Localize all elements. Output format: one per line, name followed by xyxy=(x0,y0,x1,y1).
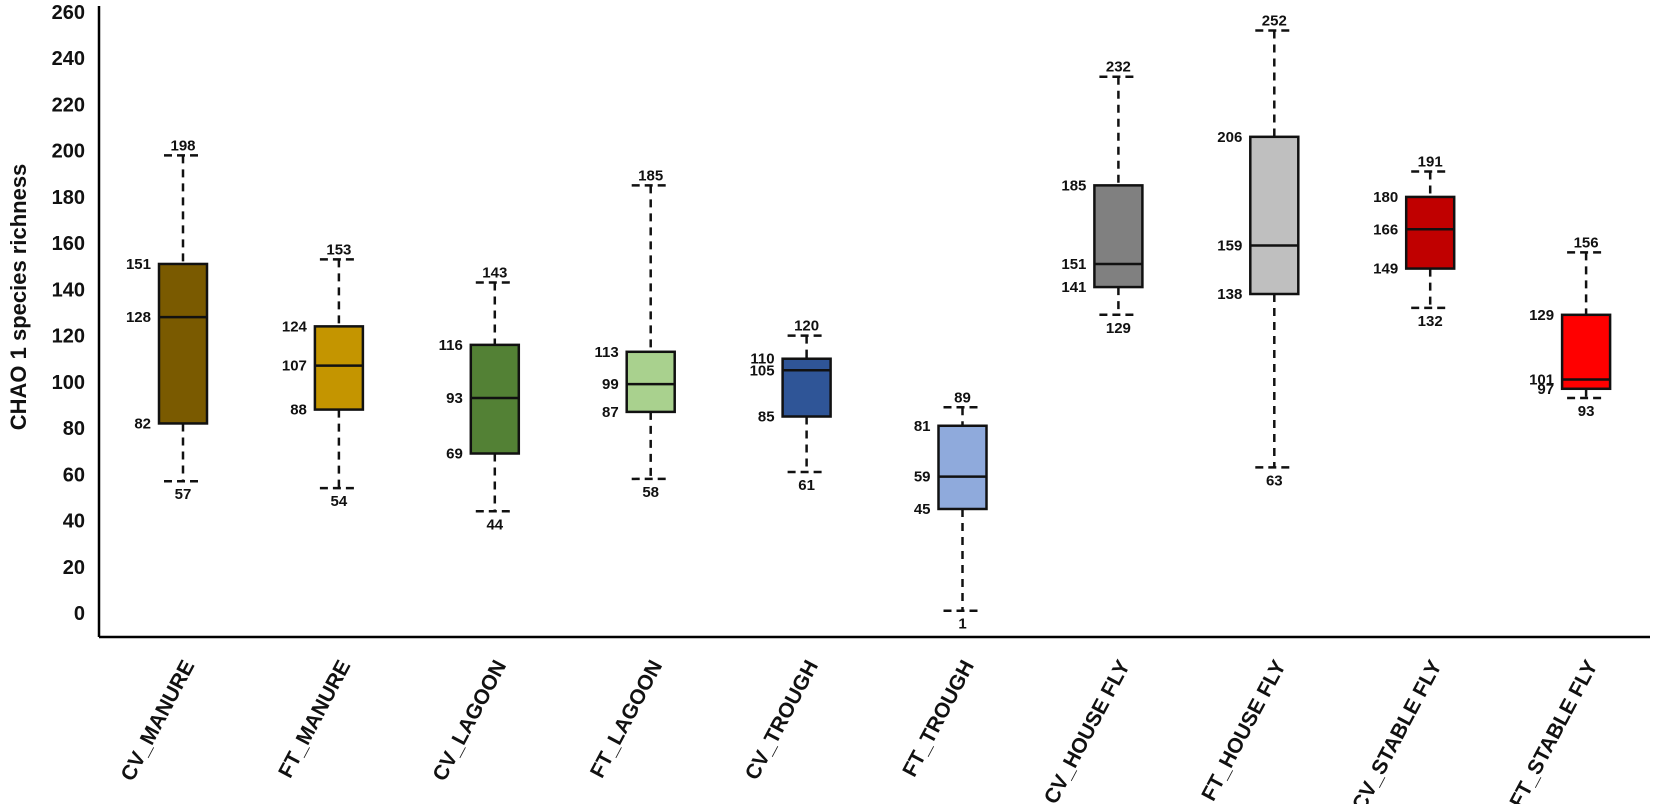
box-iqr xyxy=(625,350,676,414)
x-category-label: CV_LAGOON xyxy=(428,657,511,785)
min-label: 1 xyxy=(958,616,966,633)
y-tick-label: 20 xyxy=(63,557,85,579)
max-label: 232 xyxy=(1106,59,1131,76)
q1-label: 149 xyxy=(1373,261,1398,278)
q3-label: 113 xyxy=(594,344,618,361)
y-tick-label: 80 xyxy=(63,418,85,440)
q3-label: 116 xyxy=(439,337,463,354)
x-category-label: CV_MANURE xyxy=(117,657,200,785)
y-axis-label: CHAO 1 species richness xyxy=(6,164,31,431)
min-label: 61 xyxy=(798,477,815,494)
median-label: 59 xyxy=(914,469,931,486)
y-tick-label: 100 xyxy=(52,372,85,394)
box-iqr xyxy=(937,424,988,511)
q1-label: 82 xyxy=(134,415,151,432)
median-label: 99 xyxy=(602,376,619,393)
max-label: 153 xyxy=(326,241,351,258)
x-category-label: FT_TROUGH xyxy=(898,657,979,781)
box-group: 185 113 99 87 58 xyxy=(594,167,676,501)
min-label: 54 xyxy=(331,493,348,510)
y-tick-label: 0 xyxy=(74,603,85,625)
min-label: 63 xyxy=(1266,472,1283,489)
median-label: 151 xyxy=(1061,256,1086,273)
x-axis: CV_MANURE FT_MANURE CV_LAGOON FT_LAGOON CV_T… xyxy=(99,635,1650,804)
box-iqr xyxy=(1093,184,1144,289)
max-label: 120 xyxy=(794,318,819,335)
box-iqr xyxy=(1249,135,1300,296)
q3-label: 180 xyxy=(1373,189,1398,206)
median-label: 107 xyxy=(282,358,307,375)
boxes-group: 1981511288257153124107885414311693694418… xyxy=(126,12,1612,633)
x-category-label: CV_STABLE FLY xyxy=(1348,657,1447,804)
median-label: 105 xyxy=(750,362,775,379)
max-label: 252 xyxy=(1262,12,1287,29)
y-tick-label: 60 xyxy=(63,464,85,486)
box-group: 143 116 93 69 44 xyxy=(439,264,521,533)
q3-label: 206 xyxy=(1217,129,1242,146)
q1-label: 85 xyxy=(758,409,775,426)
max-label: 198 xyxy=(170,137,195,154)
q3-label: 124 xyxy=(282,318,308,335)
q1-label: 141 xyxy=(1061,279,1086,296)
q3-label: 129 xyxy=(1529,307,1554,324)
y-tick-label: 40 xyxy=(63,511,85,533)
y-tick-label: 200 xyxy=(52,141,85,163)
y-tick-label: 140 xyxy=(52,279,85,301)
x-category-label: CV_TROUGH xyxy=(741,657,823,784)
min-label: 132 xyxy=(1418,313,1443,330)
min-label: 57 xyxy=(175,486,192,503)
q1-label: 45 xyxy=(914,501,931,518)
median-label: 93 xyxy=(446,390,463,407)
max-label: 156 xyxy=(1574,234,1599,251)
q1-label: 87 xyxy=(602,404,619,421)
y-tick-label: 160 xyxy=(52,233,85,255)
max-label: 143 xyxy=(482,264,507,281)
box-group: 191 180 166 149 132 xyxy=(1373,153,1456,330)
min-label: 93 xyxy=(1578,403,1595,420)
median-label: 128 xyxy=(126,309,151,326)
x-category-label: FT_MANURE xyxy=(274,657,355,782)
median-label: 166 xyxy=(1373,221,1398,238)
box-iqr xyxy=(157,262,209,425)
y-tick-label: 260 xyxy=(52,2,85,24)
box-iqr xyxy=(781,357,832,418)
q3-label: 185 xyxy=(1061,177,1086,194)
box-group: 89 81 59 45 1 xyxy=(914,389,988,633)
box-group: 153 124 107 88 54 xyxy=(282,241,365,510)
q1-label: 138 xyxy=(1217,286,1242,303)
box-group: 232 185 151 141 129 xyxy=(1061,59,1144,337)
x-category-label: FT_LAGOON xyxy=(586,657,667,782)
x-category-label: FT_HOUSE FLY xyxy=(1197,657,1290,804)
y-tick-label: 220 xyxy=(52,94,85,116)
box-group: 198 151 128 82 57 xyxy=(126,137,209,503)
median-label: 159 xyxy=(1217,237,1242,254)
y-tick-label: 120 xyxy=(52,326,85,348)
min-label: 44 xyxy=(486,516,503,533)
q3-label: 110 xyxy=(750,351,774,368)
box-iqr xyxy=(1404,195,1456,270)
y-tick-label: 240 xyxy=(52,48,85,70)
y-axis: 0 20 40 60 80 100 120 140 160 180 200 220 240 260 xyxy=(52,2,101,637)
max-label: 191 xyxy=(1418,153,1443,170)
box-group: 252 206 159 138 63 xyxy=(1217,12,1300,489)
min-label: 129 xyxy=(1106,320,1131,337)
x-category-label: CV_HOUSE FLY xyxy=(1040,657,1135,804)
box-iqr xyxy=(1560,313,1612,391)
q1-label: 69 xyxy=(446,446,463,463)
box-iqr xyxy=(313,325,365,411)
y-tick-label: 180 xyxy=(52,187,85,209)
max-label: 185 xyxy=(638,167,663,184)
q3-label: 81 xyxy=(914,418,931,435)
q3-label: 151 xyxy=(126,256,151,273)
min-label: 58 xyxy=(642,484,659,501)
q1-label: 88 xyxy=(290,402,307,419)
max-label: 89 xyxy=(954,389,971,406)
x-category-label: FT_STABLE FLY xyxy=(1506,657,1603,804)
q1-label: 97 xyxy=(1537,381,1554,398)
median-label: 101 xyxy=(1529,372,1554,389)
